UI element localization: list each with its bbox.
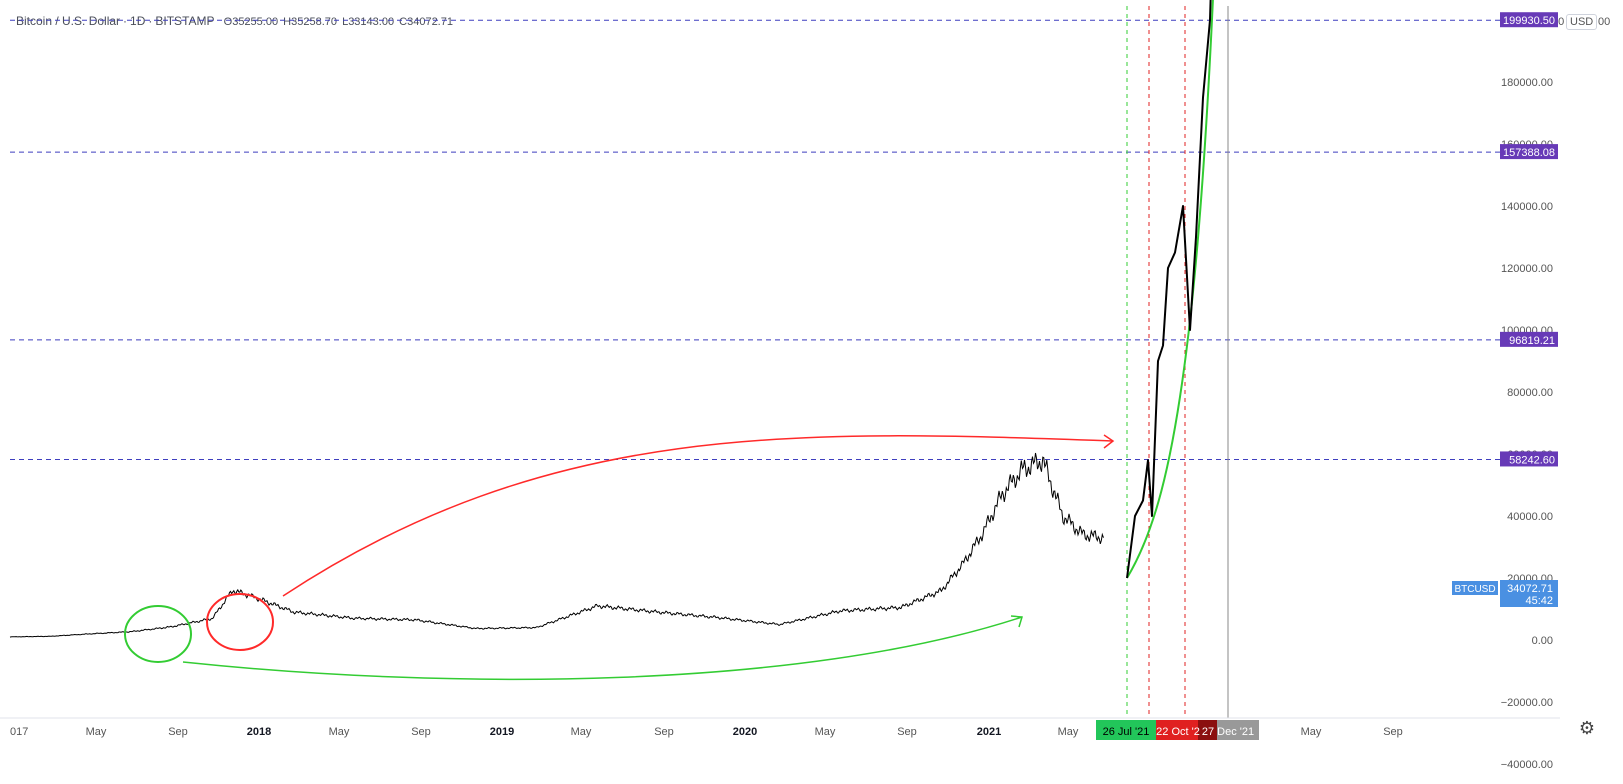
date-marker-label: 22 Oct '2 xyxy=(1156,726,1200,738)
exchange: BITSTAMP xyxy=(155,14,215,28)
x-tick-label: 2019 xyxy=(490,726,514,738)
red-arrow xyxy=(282,435,1114,597)
low-label: L xyxy=(342,16,349,28)
level-label-bg xyxy=(1500,331,1558,347)
date-marker-bg xyxy=(1156,720,1201,740)
y-tick-label: 180000.00 xyxy=(1501,77,1553,89)
level-label: 96819.21 xyxy=(1509,335,1555,347)
price-series-line xyxy=(9,452,1104,638)
close-value: 34072.71 xyxy=(407,16,453,28)
y-axis-top-partial-right: 00 xyxy=(1598,16,1611,28)
y-tick-label: −20000.00 xyxy=(1501,697,1553,709)
red-arrowhead xyxy=(1103,434,1115,449)
x-tick-label: May xyxy=(571,726,592,738)
x-tick-label: 2020 xyxy=(733,726,757,738)
x-tick-label: Sep xyxy=(654,726,674,738)
x-tick-label: May xyxy=(329,726,350,738)
red-circle xyxy=(206,593,274,651)
x-tick-label: Sep xyxy=(897,726,917,738)
projection-line xyxy=(1126,0,1212,579)
chart-header: Bitcoin / U.S. Dollar · 1D · BITSTAMP O35255… xyxy=(16,14,455,28)
y-tick-label: −40000.00 xyxy=(1501,759,1553,771)
x-tick-label: May xyxy=(815,726,836,738)
level-label: 58242.60 xyxy=(1509,454,1555,466)
btc-countdown-label: 45:42 xyxy=(1525,595,1553,607)
x-tick-label: May xyxy=(1058,726,1079,738)
open-label: O xyxy=(223,16,233,28)
y-tick-label: 40000.00 xyxy=(1507,511,1553,523)
level-label: 157388.08 xyxy=(1503,147,1555,159)
y-tick-label: 80000.00 xyxy=(1507,387,1553,399)
ohlc-readout: O35255.00 H35258.70 L33143.00 C34072.71 xyxy=(224,16,455,28)
btc-price-label: 34072.71 xyxy=(1507,583,1553,595)
high-label: H xyxy=(283,16,292,28)
level-label-bg xyxy=(1500,144,1558,160)
y-tick-label: 0.00 xyxy=(1532,635,1553,647)
x-tick-label: Sep xyxy=(1383,726,1403,738)
date-marker-bg xyxy=(1198,720,1218,740)
green-arrow xyxy=(182,616,1023,681)
date-marker-bg xyxy=(1217,720,1259,740)
gear-icon[interactable]: ⚙ xyxy=(1578,718,1596,738)
level-label-bg xyxy=(1500,451,1558,467)
interval[interactable]: 1D xyxy=(130,14,146,28)
x-tick-label: 2021 xyxy=(977,726,1001,738)
x-tick-label: May xyxy=(1301,726,1322,738)
open-value: 35255.00 xyxy=(232,16,279,28)
date-marker-label: 26 Jul '21 xyxy=(1103,726,1150,738)
x-tick-label: Sep xyxy=(168,726,188,738)
green-circle xyxy=(124,605,192,663)
y-tick-label: 120000.00 xyxy=(1501,263,1553,275)
y-tick-label: 140000.00 xyxy=(1501,201,1553,213)
close-label: C xyxy=(399,16,408,28)
level-label-bg xyxy=(1500,12,1558,28)
btc-symbol-bg xyxy=(1452,581,1498,595)
x-tick-label: 017 xyxy=(10,726,28,738)
symbol-name[interactable]: Bitcoin / U.S. Dollar xyxy=(16,14,121,28)
date-marker-label: 27 Dec '21 xyxy=(1202,726,1254,738)
high-value: 35258.70 xyxy=(291,16,337,28)
x-tick-label: 2018 xyxy=(247,726,271,738)
btc-symbol-label: BTCUSD xyxy=(1454,584,1495,595)
date-marker-bg xyxy=(1096,720,1156,740)
green-trend-curve xyxy=(1126,0,1215,579)
btc-price-bg xyxy=(1500,580,1558,607)
green-arrowhead xyxy=(1010,615,1023,628)
level-label: 199930.50 xyxy=(1503,15,1555,27)
low-value: 33143.00 xyxy=(348,16,395,28)
x-tick-label: Sep xyxy=(411,726,431,738)
currency-badge[interactable]: USD xyxy=(1566,14,1598,30)
x-tick-label: May xyxy=(86,726,107,738)
